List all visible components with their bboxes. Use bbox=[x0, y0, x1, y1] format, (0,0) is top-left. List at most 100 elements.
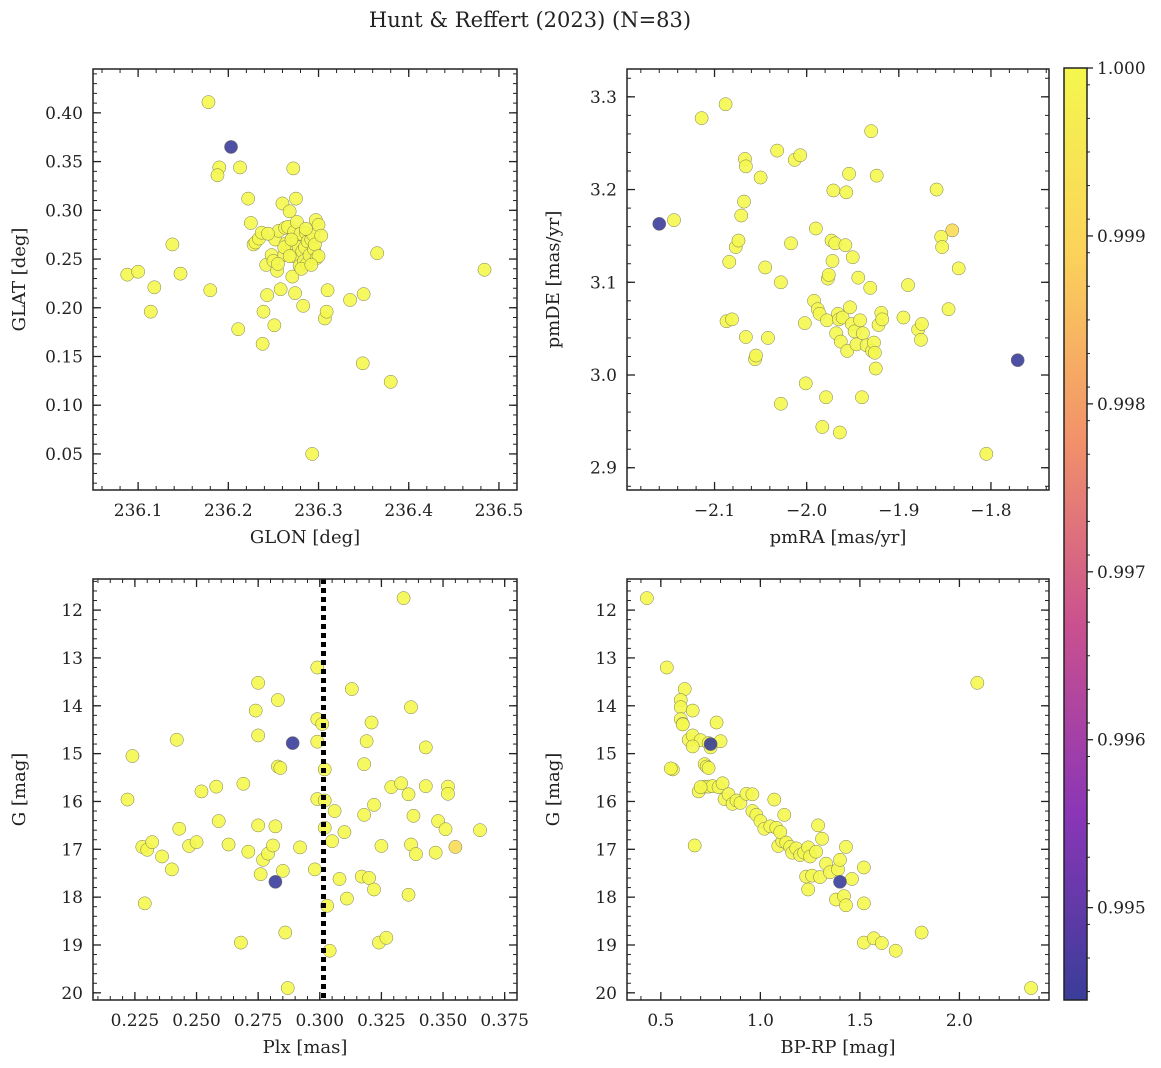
x-tick-label: 0.350 bbox=[419, 1011, 468, 1031]
panel-sky: 236.1 236.2 236.3 236.4 236.5 0.05 0.10 0.15 0.2… bbox=[9, 68, 523, 548]
data-point bbox=[165, 237, 180, 252]
data-point bbox=[231, 322, 246, 337]
panels: 236.1 236.2 236.3 236.4 236.5 0.05 0.10 0.15 0.2… bbox=[9, 68, 1050, 1058]
y-tick-label: 14 bbox=[61, 697, 83, 717]
x-tick-label: 0.250 bbox=[172, 1011, 221, 1031]
data-point bbox=[809, 221, 823, 236]
plot-frame bbox=[92, 578, 518, 1001]
x-tick-label: 0.275 bbox=[234, 1011, 283, 1031]
data-point bbox=[325, 834, 339, 849]
data-point bbox=[271, 257, 285, 271]
data-point bbox=[675, 717, 690, 732]
data-point bbox=[784, 236, 798, 251]
data-point bbox=[722, 255, 737, 269]
y-tick-label: 17 bbox=[595, 840, 617, 860]
data-point bbox=[441, 786, 455, 801]
data-point bbox=[241, 191, 256, 206]
data-point bbox=[749, 348, 763, 363]
x-tick-label: 0.325 bbox=[357, 1011, 406, 1031]
colorbar-tick-label: 0.995 bbox=[1097, 899, 1146, 919]
panel-plx: 0.225 0.250 0.275 0.300 0.325 0.350 0.375 12 13 1… bbox=[9, 578, 529, 1058]
data-point bbox=[868, 361, 883, 376]
x-tick-label: −2.1 bbox=[694, 501, 735, 521]
data-point bbox=[815, 831, 829, 846]
data-point bbox=[777, 808, 792, 822]
data-point bbox=[343, 293, 357, 307]
data-point bbox=[332, 872, 347, 886]
data-point bbox=[473, 823, 487, 838]
data-point bbox=[857, 860, 871, 875]
data-point bbox=[833, 874, 847, 889]
data-point bbox=[233, 160, 247, 175]
x-axis-label: pmRA [mas/yr] bbox=[770, 527, 907, 548]
data-point bbox=[737, 194, 751, 209]
x-axis-label: BP-RP [mag] bbox=[780, 1037, 895, 1058]
data-point bbox=[364, 715, 379, 730]
data-point bbox=[673, 700, 688, 715]
colorbar-tick-label: 0.997 bbox=[1097, 563, 1146, 583]
data-point bbox=[418, 740, 433, 755]
y-tick-label: 18 bbox=[61, 888, 83, 908]
data-point bbox=[685, 703, 700, 718]
data-point bbox=[189, 835, 204, 849]
colorbar: 0.995 0.996 0.997 0.998 0.999 1.000 bbox=[1063, 59, 1146, 1001]
data-point bbox=[299, 221, 313, 236]
y-tick-label: 15 bbox=[61, 745, 83, 765]
x-tick-label: 0.5 bbox=[647, 1011, 674, 1031]
data-point bbox=[367, 797, 381, 812]
data-point bbox=[261, 226, 275, 241]
data-point bbox=[288, 286, 302, 300]
x-axis-label: Plx [mas] bbox=[263, 1037, 348, 1058]
data-point bbox=[173, 266, 188, 281]
data-point bbox=[694, 111, 709, 125]
y-tick-label: 12 bbox=[595, 601, 617, 621]
data-point bbox=[293, 840, 307, 855]
major-ticks bbox=[627, 579, 1049, 1000]
plot-frame bbox=[626, 68, 1050, 491]
data-point bbox=[404, 700, 418, 715]
data-point bbox=[842, 166, 856, 181]
data-point bbox=[268, 819, 283, 834]
data-point bbox=[211, 814, 226, 828]
data-point bbox=[320, 898, 335, 913]
y-tick-label: 12 bbox=[61, 601, 83, 621]
data-point bbox=[438, 822, 453, 837]
data-point bbox=[667, 213, 681, 228]
x-tick-label: −2.0 bbox=[786, 501, 827, 521]
y-tick-label: 0.05 bbox=[45, 445, 83, 465]
y-tick-label: 0.10 bbox=[45, 396, 83, 416]
data-point bbox=[863, 280, 878, 295]
data-point bbox=[394, 776, 408, 791]
data-point bbox=[319, 304, 334, 319]
colorbar-tick-label: 1.000 bbox=[1097, 59, 1146, 79]
data-point bbox=[731, 233, 746, 248]
data-point bbox=[901, 278, 915, 292]
x-tick-label: 1.0 bbox=[747, 1011, 774, 1031]
data-point bbox=[379, 930, 394, 945]
data-point bbox=[305, 447, 320, 461]
data-point bbox=[409, 847, 423, 861]
data-point bbox=[843, 300, 857, 315]
x-tick-label: 236.4 bbox=[384, 501, 433, 521]
data-point bbox=[853, 313, 867, 328]
data-point bbox=[839, 840, 853, 854]
data-point bbox=[310, 660, 325, 675]
data-point bbox=[251, 728, 266, 743]
data-point bbox=[289, 191, 303, 206]
y-tick-label: 14 bbox=[595, 697, 617, 717]
data-point bbox=[340, 891, 354, 906]
y-tick-label: 17 bbox=[61, 840, 83, 860]
data-point bbox=[725, 312, 739, 327]
data-point bbox=[914, 317, 929, 331]
y-axis-label: pmDE [mas/yr] bbox=[543, 211, 564, 349]
data-point bbox=[888, 943, 903, 958]
data-point bbox=[875, 312, 890, 327]
data-point bbox=[874, 936, 889, 950]
data-point bbox=[832, 425, 847, 440]
data-point bbox=[271, 693, 285, 707]
data-point bbox=[194, 784, 209, 799]
x-tick-label: 236.1 bbox=[114, 501, 163, 521]
y-tick-label: 0.40 bbox=[45, 104, 83, 124]
colorbar-tick-label: 0.996 bbox=[1097, 731, 1146, 751]
